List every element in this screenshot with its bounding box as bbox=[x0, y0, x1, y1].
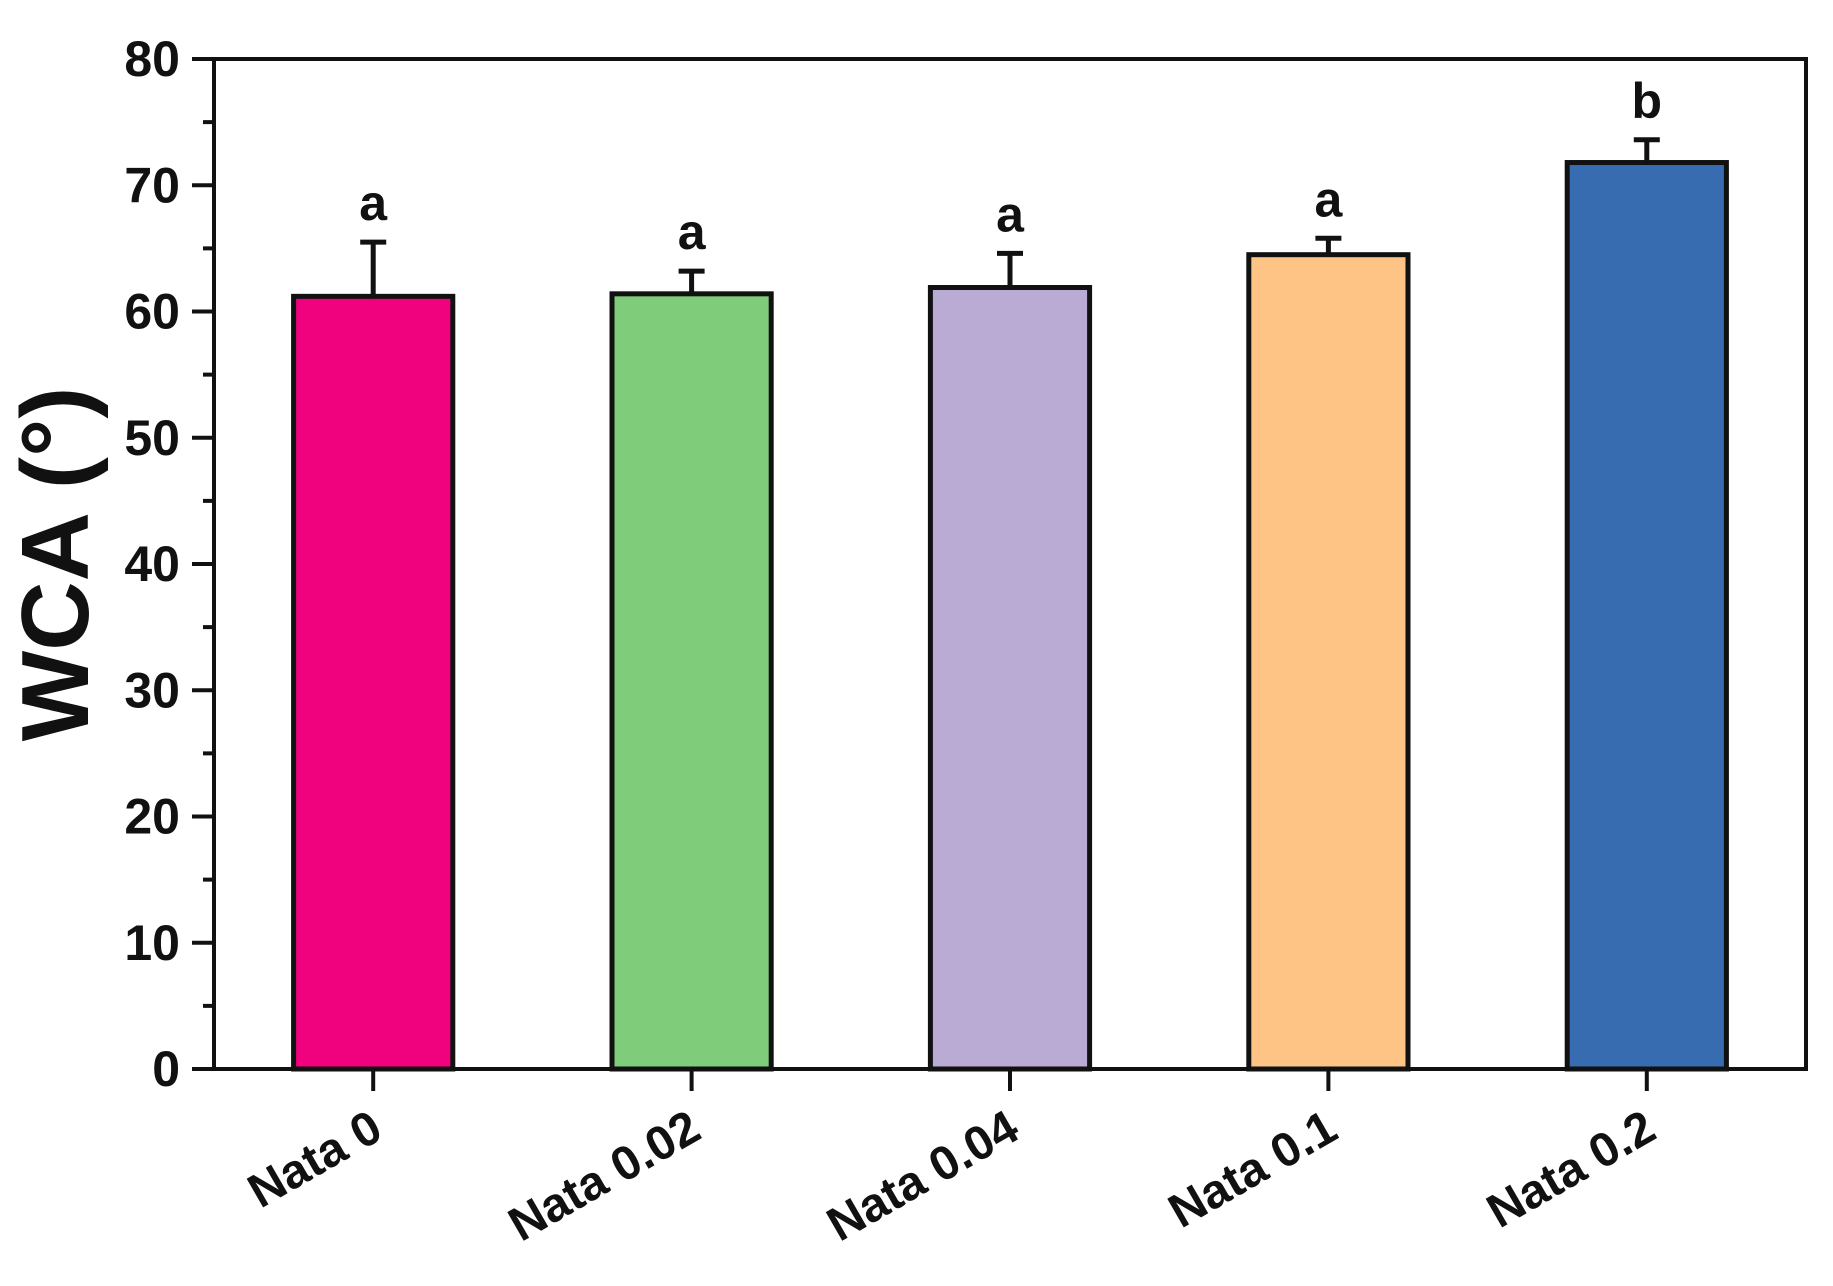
significance-label: b bbox=[1632, 73, 1663, 129]
significance-label: a bbox=[996, 186, 1025, 242]
significance-label: a bbox=[359, 175, 388, 231]
y-axis: 0 10 20 30 40 50 60 70 80 bbox=[124, 31, 214, 1097]
x-tick-label: Nata 0.04 bbox=[818, 1100, 1027, 1251]
bar bbox=[1246, 252, 1411, 1072]
y-axis-title: WCA (°) bbox=[2, 387, 109, 742]
x-tick-label: Nata 0 bbox=[239, 1101, 390, 1219]
y-tick-label: 60 bbox=[124, 284, 180, 340]
y-tick-label: 80 bbox=[124, 31, 180, 87]
bar bbox=[927, 285, 1093, 1072]
x-axis: Nata 0 Nata 0.02 Nata 0.04 Nata 0.1 Nata 0.2 bbox=[239, 1069, 1664, 1252]
significance-label: a bbox=[1314, 171, 1343, 227]
y-tick-label: 0 bbox=[152, 1041, 180, 1097]
bar bbox=[1564, 160, 1729, 1072]
x-tick-label: Nata 0.2 bbox=[1478, 1101, 1664, 1239]
bar bbox=[609, 291, 774, 1072]
y-tick-label: 10 bbox=[124, 915, 180, 971]
bar bbox=[291, 293, 456, 1072]
y-tick-label: 20 bbox=[124, 789, 180, 845]
y-tick-label: 40 bbox=[124, 536, 180, 592]
y-tick-label: 50 bbox=[124, 410, 180, 466]
y-tick-label: 30 bbox=[124, 662, 180, 718]
y-tick-label: 70 bbox=[124, 157, 180, 213]
x-tick-label: Nata 0.02 bbox=[500, 1101, 709, 1252]
bar-series: a a a a b bbox=[291, 73, 1729, 1072]
significance-label: a bbox=[678, 204, 707, 260]
x-tick-label: Nata 0.1 bbox=[1160, 1101, 1346, 1239]
